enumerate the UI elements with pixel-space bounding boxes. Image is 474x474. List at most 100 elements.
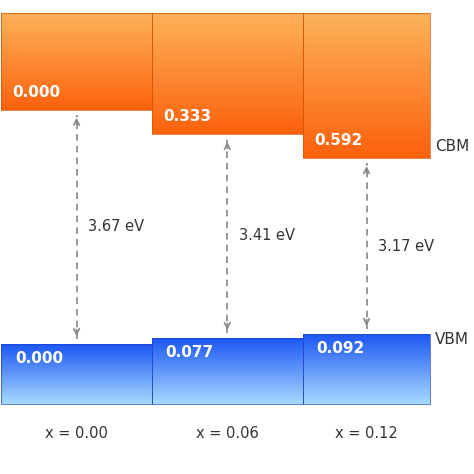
Text: x = 0.00: x = 0.00 [45, 426, 108, 441]
Bar [303, 100, 430, 103]
Bar [1, 365, 152, 366]
Bar [1, 72, 152, 73]
Bar [303, 350, 430, 351]
Bar [1, 73, 152, 75]
Bar [152, 60, 303, 62]
Bar [152, 363, 303, 365]
Bar [1, 80, 152, 81]
Bar [303, 52, 430, 55]
Bar [1, 96, 152, 97]
Bar [303, 366, 430, 368]
Bar [303, 356, 430, 357]
Bar [1, 346, 152, 347]
Bar [303, 59, 430, 62]
Bar [152, 122, 303, 124]
Bar [1, 384, 152, 385]
Bar [152, 341, 303, 342]
Bar [1, 18, 152, 20]
Bar [1, 360, 152, 361]
Bar [152, 362, 303, 363]
Bar [152, 92, 303, 94]
Bar [303, 57, 430, 59]
Bar [1, 68, 152, 70]
Bar [303, 33, 430, 35]
Bar [303, 120, 430, 122]
Bar [1, 91, 152, 92]
Bar [1, 23, 152, 25]
Bar [303, 402, 430, 403]
Bar [303, 374, 430, 375]
Bar [1, 401, 152, 402]
Bar [303, 377, 430, 378]
Bar [152, 361, 303, 362]
Bar [152, 339, 303, 340]
Bar [303, 357, 430, 358]
Bar [152, 378, 303, 379]
Bar [152, 96, 303, 98]
Bar [1, 49, 152, 51]
Bar [303, 341, 430, 342]
Bar [303, 397, 430, 398]
Bar [1, 372, 152, 373]
Bar [152, 62, 303, 64]
Bar [152, 98, 303, 100]
Bar [303, 139, 430, 142]
Bar [152, 354, 303, 356]
Bar [1, 379, 152, 380]
Bar [1, 47, 152, 49]
Bar [1, 376, 152, 377]
Bar [152, 108, 303, 110]
Bar [303, 388, 430, 389]
Bar [1, 57, 152, 59]
Bar [1, 383, 152, 384]
Bar [152, 16, 303, 18]
Bar [1, 109, 152, 110]
Bar [303, 37, 430, 40]
Text: 0.333: 0.333 [163, 109, 211, 124]
Bar [1, 20, 152, 21]
Bar [303, 343, 430, 344]
Bar [303, 21, 430, 23]
Bar [152, 27, 303, 29]
Bar [152, 128, 303, 130]
Bar [303, 395, 430, 396]
Bar [152, 34, 303, 36]
Bar [303, 127, 430, 129]
Bar [303, 368, 430, 369]
Bar [152, 400, 303, 401]
Bar [152, 353, 303, 354]
Bar [1, 51, 152, 52]
Bar [1, 97, 152, 99]
Bar [1, 28, 152, 29]
Bar [1, 392, 152, 393]
Bar [1, 78, 152, 80]
Text: 0.000: 0.000 [13, 85, 61, 100]
Bar [1, 347, 152, 348]
Bar [303, 62, 430, 64]
Bar [152, 403, 303, 404]
Bar [303, 13, 430, 158]
Bar [1, 393, 152, 394]
Bar [303, 45, 430, 47]
Text: x = 0.12: x = 0.12 [335, 426, 398, 441]
Bar [303, 154, 430, 156]
Bar [303, 403, 430, 404]
Bar [1, 88, 152, 89]
Bar [303, 396, 430, 397]
Bar [303, 91, 430, 93]
Bar [1, 374, 152, 375]
Bar [1, 367, 152, 368]
Bar [1, 21, 152, 23]
Bar [303, 355, 430, 356]
Bar [152, 110, 303, 112]
Bar [303, 112, 430, 115]
Bar [303, 134, 430, 137]
Bar [152, 74, 303, 76]
Bar [303, 64, 430, 67]
Bar [1, 75, 152, 76]
Bar [1, 352, 152, 353]
Bar [303, 354, 430, 355]
Bar [1, 350, 152, 351]
Bar [152, 88, 303, 90]
Bar [303, 385, 430, 386]
